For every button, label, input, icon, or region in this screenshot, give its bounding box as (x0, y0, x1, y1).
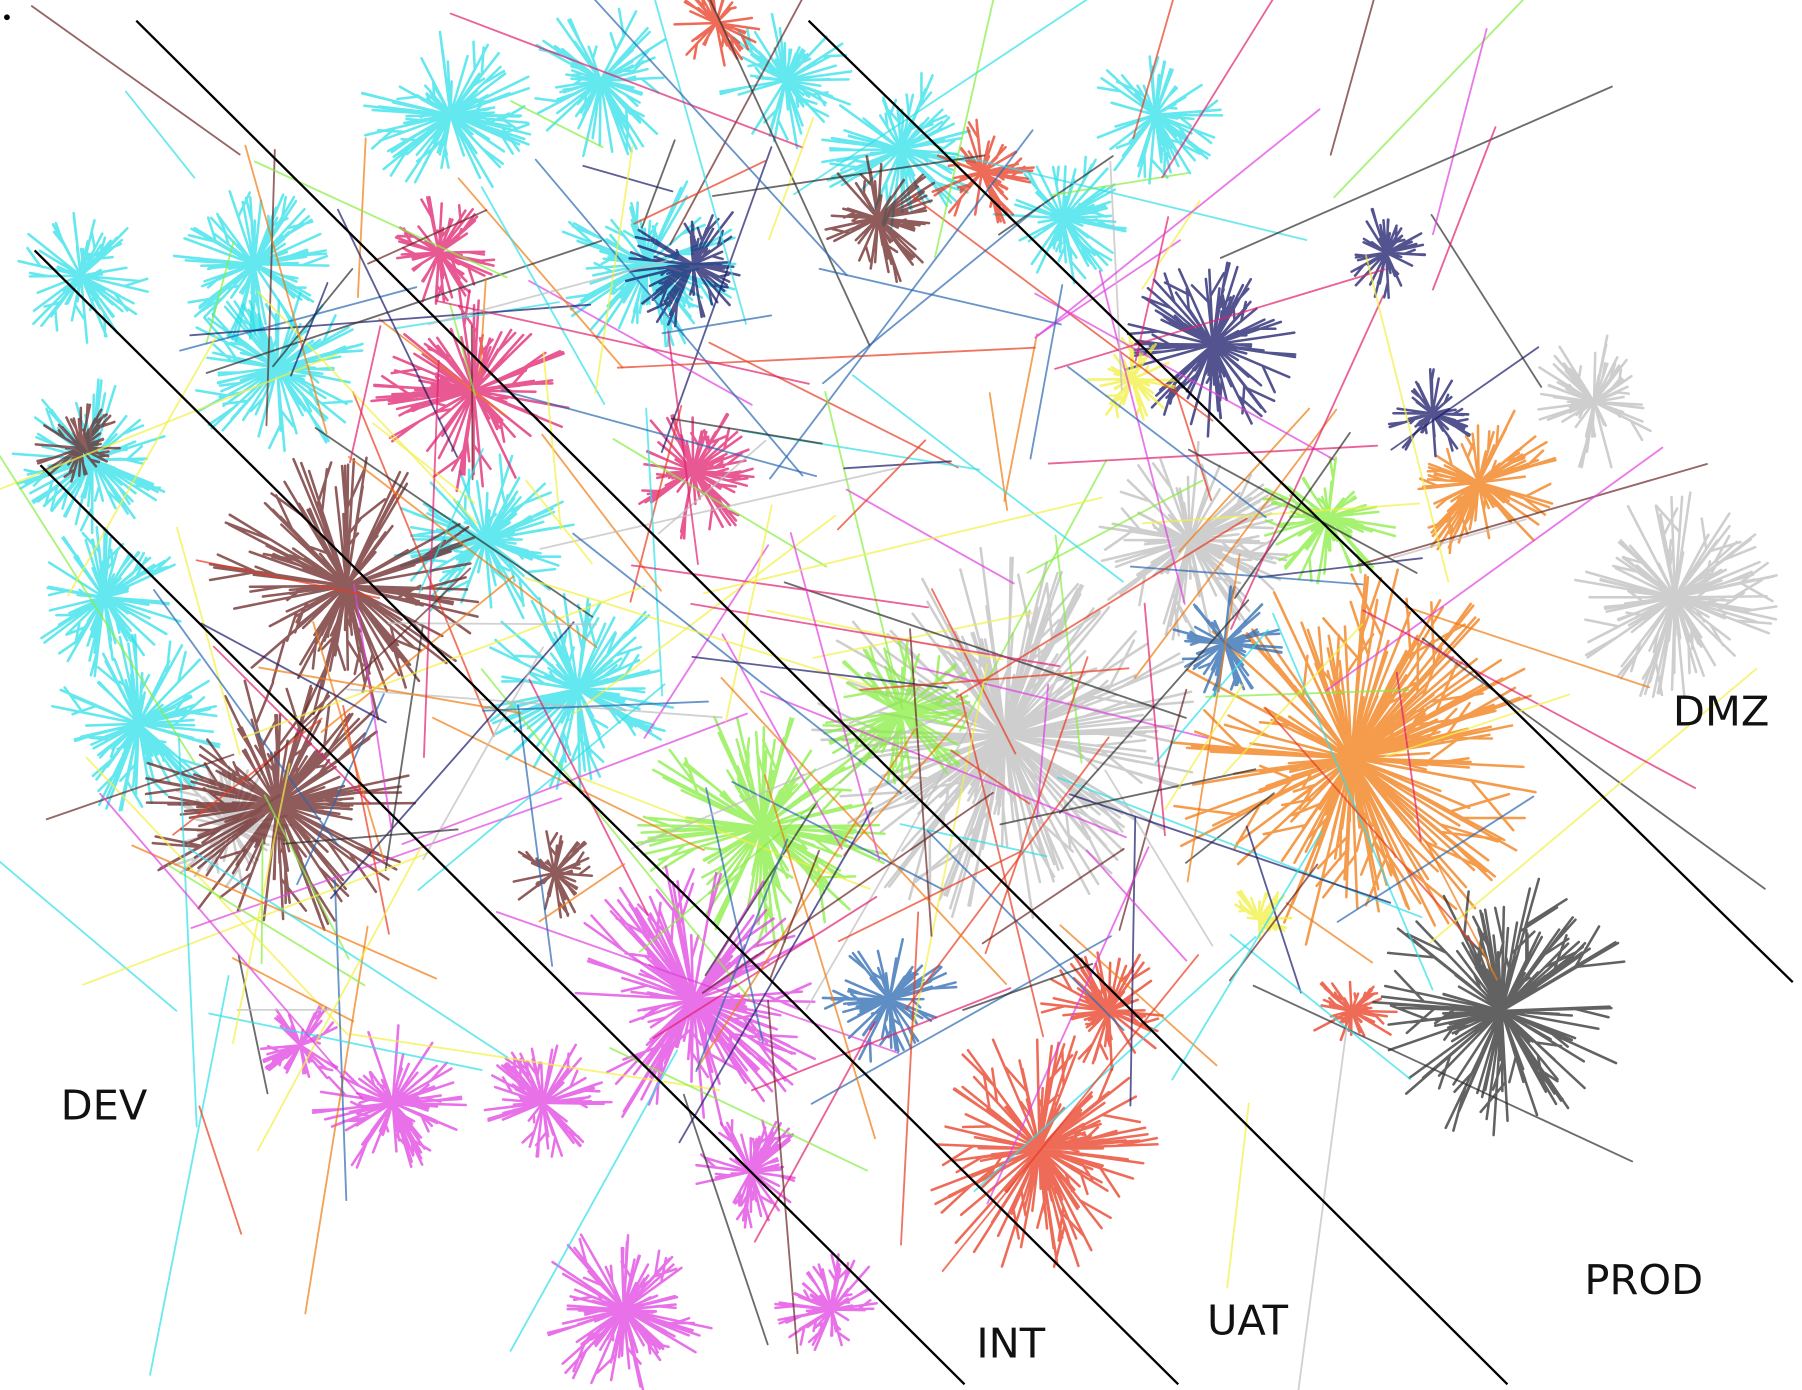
zone-label: DMZ (1673, 688, 1769, 736)
zone-label: UAT (1207, 1296, 1289, 1344)
zone-label: DEV (61, 1082, 148, 1130)
dot (4, 14, 10, 20)
network-diagram: DEV INT UAT PROD DMZ (0, 0, 1802, 1390)
edge (389, 623, 596, 624)
zone-label: INT (976, 1319, 1045, 1367)
zone-label: PROD (1584, 1256, 1703, 1304)
edge (472, 326, 473, 479)
